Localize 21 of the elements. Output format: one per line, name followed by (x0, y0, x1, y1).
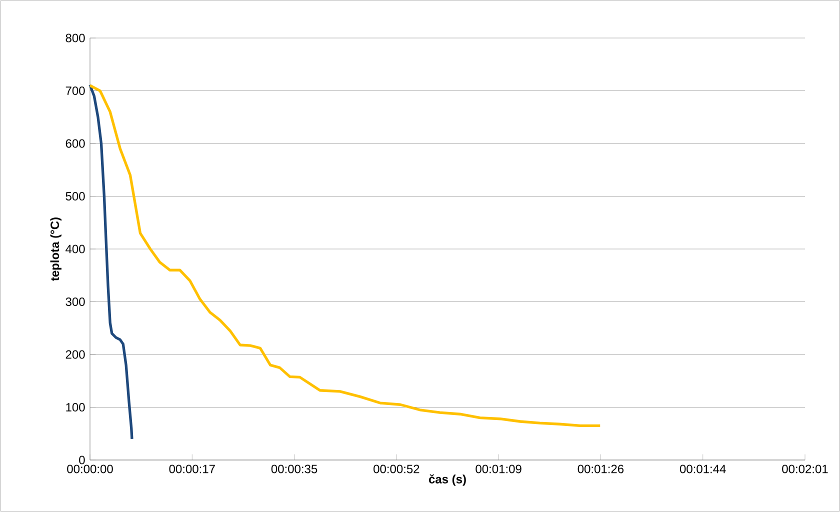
y-tick-label: 300 (66, 298, 85, 306)
line-series (88, 84, 602, 428)
x-tick-label: 00:01:09 (476, 464, 522, 474)
y-tick-label: 500 (66, 192, 85, 201)
x-tick-label: 00:00:17 (169, 464, 215, 474)
y-tick-label: 400 (66, 244, 85, 254)
line-series (88, 84, 134, 440)
y-tick-label: 100 (66, 402, 85, 412)
x-tick-label: 00:00:00 (67, 464, 113, 474)
y-tick-label: 700 (66, 86, 85, 96)
x-tick-label: 00:01:26 (578, 464, 624, 474)
y-tick-label: 200 (66, 350, 85, 359)
y-tick-label: 0 (79, 456, 85, 464)
y-axis-title: teplota (°C) (50, 218, 62, 281)
x-axis-title: čas (s) (428, 474, 466, 486)
x-tick-label: 00:00:35 (271, 464, 318, 474)
y-tick-label: 600 (66, 139, 85, 148)
x-tick-label: 00:02:01 (782, 464, 828, 474)
y-tick-label: 800 (66, 34, 85, 42)
x-tick-label: 00:01:44 (680, 464, 726, 474)
x-tick-label: 00:00:52 (374, 464, 420, 474)
